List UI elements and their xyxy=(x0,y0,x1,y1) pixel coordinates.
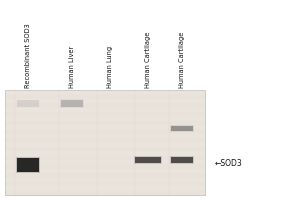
Bar xyxy=(17,99,39,106)
Bar xyxy=(5,90,205,195)
Bar xyxy=(5,116,205,121)
Text: ←SOD3: ←SOD3 xyxy=(215,158,243,168)
Text: Recombinant SOD3: Recombinant SOD3 xyxy=(25,23,31,88)
Bar xyxy=(5,125,205,129)
Bar xyxy=(60,98,84,108)
Text: Human Lung: Human Lung xyxy=(107,46,113,88)
Bar xyxy=(171,157,193,163)
Bar xyxy=(170,124,194,132)
Bar xyxy=(5,186,205,191)
Bar xyxy=(135,157,161,163)
Bar xyxy=(5,134,205,138)
Bar xyxy=(5,151,205,156)
Bar xyxy=(134,156,162,164)
Bar xyxy=(5,169,205,173)
Bar xyxy=(5,99,205,103)
Bar xyxy=(5,178,205,182)
Text: Human Liver: Human Liver xyxy=(69,46,75,88)
Text: Human Cartilage: Human Cartilage xyxy=(145,32,151,88)
Bar xyxy=(171,126,193,130)
Bar xyxy=(61,99,83,106)
Bar xyxy=(16,157,40,173)
Bar xyxy=(61,99,83,106)
Text: Human Cartilage: Human Cartilage xyxy=(179,32,185,88)
Bar xyxy=(17,158,39,172)
Bar xyxy=(5,160,205,164)
Bar xyxy=(5,108,205,112)
Bar xyxy=(170,156,194,164)
Bar xyxy=(5,90,205,94)
Bar xyxy=(5,142,205,147)
